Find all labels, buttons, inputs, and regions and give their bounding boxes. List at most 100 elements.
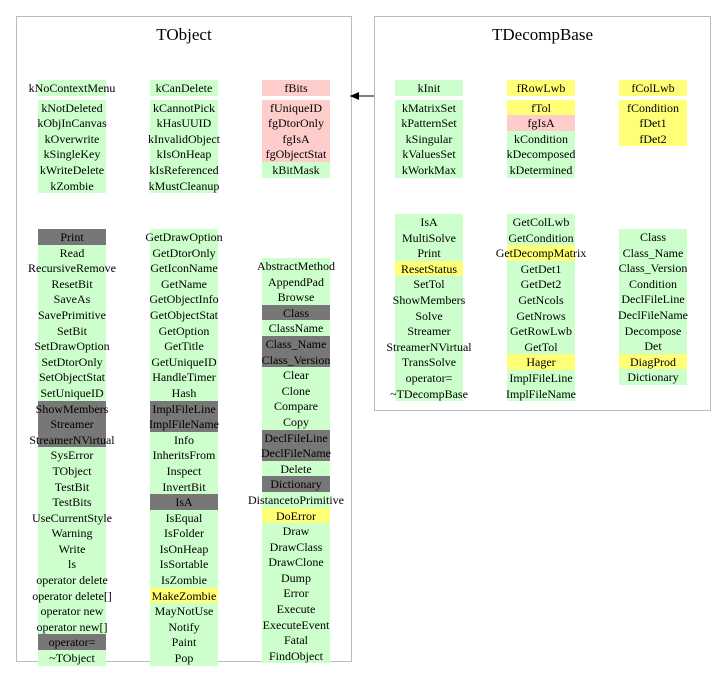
method-item[interactable]: Pop bbox=[150, 650, 218, 666]
method-item[interactable]: AbstractMethod bbox=[257, 258, 335, 274]
method-item[interactable]: ResetBit bbox=[38, 275, 106, 292]
method-item[interactable]: Class_Name bbox=[262, 335, 330, 352]
method-item[interactable]: Delete bbox=[262, 460, 330, 477]
method-item[interactable]: Class bbox=[262, 304, 330, 321]
method-item[interactable]: GetNrows bbox=[507, 307, 575, 324]
member-item[interactable]: kNotDeleted bbox=[38, 99, 106, 116]
method-item[interactable]: GetRowLwb bbox=[507, 323, 575, 339]
method-item[interactable]: SetBit bbox=[38, 322, 106, 339]
method-item[interactable]: SetTol bbox=[395, 276, 463, 292]
method-item[interactable]: SetDrawOption bbox=[34, 338, 110, 354]
method-item[interactable]: Streamer bbox=[395, 323, 463, 339]
method-item[interactable]: ResetStatus bbox=[395, 260, 463, 277]
member-item[interactable]: kCondition bbox=[507, 130, 575, 147]
method-item[interactable]: ~TObject bbox=[38, 650, 106, 666]
method-item[interactable]: GetNcols bbox=[507, 291, 575, 308]
member-item[interactable]: kIsReferenced bbox=[149, 161, 219, 178]
member-item[interactable]: kPatternSet bbox=[395, 115, 463, 131]
method-item[interactable]: SetDtorOnly bbox=[38, 353, 106, 370]
member-item[interactable]: kDecomposed bbox=[507, 146, 575, 162]
method-item[interactable]: Clone bbox=[262, 382, 330, 399]
member-item[interactable]: kWriteDelete bbox=[38, 161, 106, 178]
method-item[interactable]: ImplFileLine bbox=[507, 369, 575, 386]
member-item[interactable]: fTol bbox=[507, 99, 575, 116]
method-item[interactable]: GetDtorOnly bbox=[150, 244, 218, 261]
member-item[interactable]: kOverwrite bbox=[38, 130, 106, 147]
method-item[interactable]: GetName bbox=[150, 275, 218, 292]
method-item[interactable]: Dictionary bbox=[262, 476, 330, 492]
method-item[interactable]: Compare bbox=[262, 398, 330, 414]
method-item[interactable]: MayNotUse bbox=[150, 603, 218, 619]
method-item[interactable]: UseCurrentStyle bbox=[32, 509, 112, 526]
method-item[interactable]: IsA bbox=[150, 494, 218, 510]
member-item[interactable]: kSingular bbox=[395, 130, 463, 147]
method-item[interactable]: Det bbox=[619, 338, 687, 354]
method-item[interactable]: Draw bbox=[262, 523, 330, 539]
method-item[interactable]: Decompose bbox=[619, 322, 687, 339]
member-item[interactable]: kInit bbox=[395, 80, 463, 96]
method-item[interactable]: Clear bbox=[262, 367, 330, 383]
method-item[interactable]: SaveAs bbox=[38, 291, 106, 307]
method-item[interactable]: Error bbox=[262, 585, 330, 602]
method-item[interactable]: TestBit bbox=[38, 478, 106, 495]
method-item[interactable]: TestBits bbox=[38, 494, 106, 510]
member-item[interactable]: fCondition bbox=[619, 99, 687, 116]
method-item[interactable]: SysError bbox=[38, 447, 106, 463]
method-item[interactable]: Class bbox=[619, 229, 687, 245]
member-item[interactable]: kCannotPick bbox=[150, 99, 218, 116]
member-item[interactable]: kIsOnHeap bbox=[150, 146, 218, 162]
method-item[interactable]: Streamer bbox=[38, 416, 106, 432]
member-item[interactable]: kBitMask bbox=[262, 161, 330, 178]
method-item[interactable]: InheritsFrom bbox=[150, 447, 218, 463]
method-item[interactable]: Condition bbox=[619, 275, 687, 292]
method-item[interactable]: ClassName bbox=[262, 320, 330, 336]
method-item[interactable]: operator= bbox=[395, 369, 463, 386]
method-item[interactable]: Print bbox=[395, 245, 463, 261]
method-item[interactable]: SavePrimitive bbox=[38, 306, 106, 323]
member-item[interactable]: kValuesSet bbox=[395, 146, 463, 162]
method-item[interactable]: IsSortable bbox=[150, 556, 218, 573]
method-item[interactable]: InvertBit bbox=[150, 478, 218, 495]
method-item[interactable]: DistancetoPrimitive bbox=[248, 491, 344, 508]
member-item[interactable]: kCanDelete bbox=[150, 80, 218, 96]
member-item[interactable]: kWorkMax bbox=[395, 161, 463, 178]
method-item[interactable]: Hash bbox=[150, 384, 218, 401]
method-item[interactable]: DrawClone bbox=[262, 554, 330, 570]
method-item[interactable]: Warning bbox=[38, 525, 106, 541]
method-item[interactable]: Paint bbox=[150, 634, 218, 651]
method-item[interactable]: GetColLwb bbox=[507, 214, 575, 230]
method-item[interactable]: GetObjectInfo bbox=[149, 291, 219, 307]
method-item[interactable]: Hager bbox=[507, 354, 575, 370]
method-item[interactable]: GetDet1 bbox=[507, 260, 575, 277]
method-item[interactable]: DeclFileName bbox=[261, 445, 331, 461]
method-item[interactable]: IsEqual bbox=[150, 509, 218, 526]
method-item[interactable]: Execute bbox=[262, 601, 330, 617]
method-item[interactable]: operator= bbox=[38, 634, 106, 651]
member-item[interactable]: fgIsA bbox=[262, 130, 330, 147]
member-item[interactable]: fDet2 bbox=[619, 130, 687, 147]
method-item[interactable]: operator delete[] bbox=[32, 587, 112, 604]
method-item[interactable]: Info bbox=[150, 431, 218, 448]
method-item[interactable]: Write bbox=[38, 540, 106, 557]
method-item[interactable]: SetObjectStat bbox=[38, 369, 106, 385]
method-item[interactable]: GetTol bbox=[507, 338, 575, 355]
member-item[interactable]: fgObjectStat bbox=[262, 146, 330, 162]
member-item[interactable]: kObjInCanvas bbox=[37, 115, 107, 131]
method-item[interactable]: ~TDecompBase bbox=[390, 385, 468, 402]
method-item[interactable]: DeclFileLine bbox=[262, 429, 330, 446]
method-item[interactable]: IsFolder bbox=[150, 525, 218, 541]
member-item[interactable]: fRowLwb bbox=[507, 80, 575, 96]
method-item[interactable]: Copy bbox=[262, 413, 330, 430]
method-item[interactable]: Read bbox=[38, 244, 106, 261]
method-item[interactable]: GetDrawOption bbox=[145, 229, 223, 245]
method-item[interactable]: MakeZombie bbox=[150, 587, 218, 604]
method-item[interactable]: HandleTimer bbox=[150, 369, 218, 385]
member-item[interactable]: kInvalidObject bbox=[148, 130, 220, 147]
method-item[interactable]: StreamerNVirtual bbox=[29, 431, 115, 448]
member-item[interactable]: kDetermined bbox=[507, 161, 575, 178]
method-item[interactable]: AppendPad bbox=[262, 273, 330, 290]
method-item[interactable]: FindObject bbox=[262, 647, 330, 664]
method-item[interactable]: TObject bbox=[38, 462, 106, 479]
member-item[interactable]: kNoContextMenu bbox=[29, 80, 115, 96]
member-item[interactable]: kMustCleanup bbox=[149, 177, 219, 194]
